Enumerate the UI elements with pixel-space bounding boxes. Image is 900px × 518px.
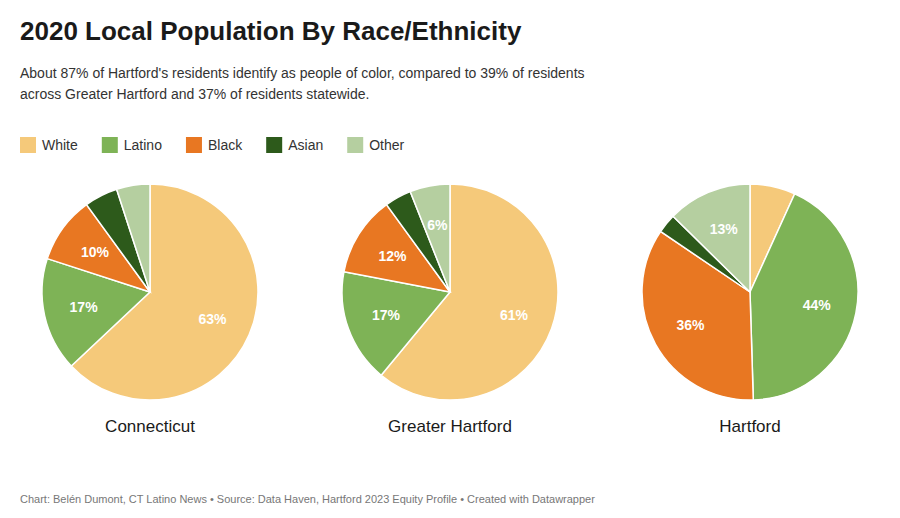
- pie: [642, 184, 858, 400]
- subtitle-line: across Greater Hartford and 37% of resid…: [20, 86, 369, 102]
- legend-label: Other: [369, 137, 404, 153]
- legend: White Latino Black Asian Other: [20, 137, 405, 153]
- title: 2020 Local Population By Race/Ethnicity: [20, 16, 522, 46]
- pie-slice: [117, 184, 150, 292]
- legend-swatch: [20, 137, 36, 153]
- data-label: 6%: [427, 217, 448, 233]
- legend-label: Latino: [124, 137, 162, 153]
- data-label: 10%: [81, 244, 110, 260]
- pie-slice: [750, 194, 858, 400]
- pie: [342, 184, 558, 400]
- pie-labels: 61% 17% 12% 6%: [372, 217, 529, 323]
- data-label: 61%: [500, 307, 529, 323]
- pie-slice: [410, 184, 450, 292]
- data-label: 12%: [379, 248, 408, 264]
- data-label: 44%: [803, 297, 832, 313]
- data-label: 13%: [710, 221, 739, 237]
- footer: Chart: Belén Dumont, CT Latino News • So…: [20, 493, 595, 505]
- chart-title: Connecticut: [105, 417, 195, 436]
- chart-canvas: 2020 Local Population By Race/Ethnicity A…: [0, 0, 900, 518]
- subtitle-line: About 87% of Hartford's residents identi…: [20, 65, 585, 81]
- subtitle: About 87% of Hartford's residents identi…: [20, 65, 585, 102]
- data-label: 36%: [676, 317, 705, 333]
- pie: [42, 184, 258, 400]
- legend-swatch: [102, 137, 118, 153]
- legend-swatch: [347, 137, 363, 153]
- legend-label: Black: [208, 137, 243, 153]
- data-label: 17%: [70, 299, 99, 315]
- legend-swatch: [266, 137, 282, 153]
- data-label: 63%: [198, 311, 227, 327]
- data-label: 17%: [372, 307, 401, 323]
- chart-title: Greater Hartford: [388, 417, 512, 436]
- legend-label: White: [42, 137, 78, 153]
- pie-labels: 44% 36% 13%: [676, 221, 831, 333]
- pie-labels: 63% 17% 10%: [70, 244, 227, 327]
- chart-title: Hartford: [719, 417, 780, 436]
- pie-slice: [673, 184, 750, 292]
- legend-label: Asian: [288, 137, 323, 153]
- legend-swatch: [186, 137, 202, 153]
